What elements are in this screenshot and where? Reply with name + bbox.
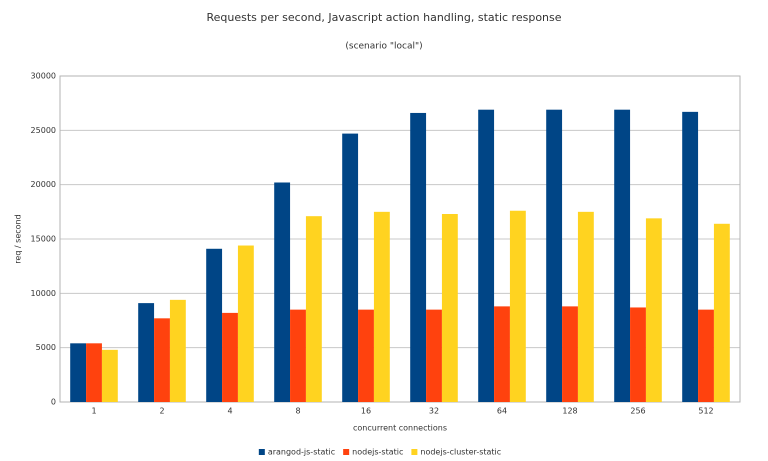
bar: [290, 309, 306, 402]
x-tick-label: 8: [295, 407, 300, 416]
y-tick-label: 5000: [36, 343, 56, 352]
bar: [713, 223, 730, 402]
bar: [342, 133, 359, 403]
chart-title: Requests per second, Javascript action h…: [206, 11, 561, 24]
x-axis-label: concurrent connections: [353, 424, 447, 433]
bar: [426, 309, 442, 402]
bar: [70, 343, 87, 402]
bar: [222, 312, 238, 402]
x-tick-label: 512: [698, 407, 713, 416]
x-tick-label: 32: [429, 407, 439, 416]
bar: [562, 306, 578, 402]
legend-swatch: [343, 449, 350, 455]
bar: [577, 211, 594, 402]
y-tick-label: 20000: [31, 180, 56, 189]
chart-subtitle: (scenario "local"): [345, 42, 422, 52]
y-axis-label: req / second: [14, 214, 23, 263]
bar: [509, 210, 526, 402]
x-tick-label: 64: [497, 407, 507, 416]
bar: [138, 303, 155, 402]
bar: [237, 245, 254, 402]
y-tick-label: 25000: [31, 126, 56, 135]
bar: [206, 248, 223, 402]
bar: [373, 211, 390, 402]
x-tick-label: 128: [562, 407, 577, 416]
legend-swatch: [258, 449, 265, 455]
bar: [682, 111, 699, 403]
bar: [101, 349, 118, 402]
x-tick-label: 1: [91, 407, 96, 416]
bar: [274, 182, 291, 402]
bar: [645, 218, 662, 402]
bar: [169, 299, 186, 402]
bar: [441, 214, 458, 402]
legend-label: arangod-js-static: [268, 448, 335, 457]
bar: [154, 318, 170, 402]
y-tick-label: 30000: [31, 72, 56, 81]
legend-swatch: [411, 449, 418, 455]
y-tick-label: 15000: [31, 235, 56, 244]
legend-label: nodejs-cluster-static: [420, 448, 501, 457]
bar: [305, 216, 322, 402]
x-tick-label: 2: [159, 407, 164, 416]
x-tick-label: 4: [227, 407, 232, 416]
y-tick-label: 10000: [31, 289, 56, 298]
y-tick-label: 0: [51, 398, 56, 407]
bar: [478, 109, 495, 402]
bar: [630, 307, 646, 402]
bar: [698, 309, 714, 402]
bar: [358, 309, 374, 402]
bar: [86, 343, 102, 402]
bar: [410, 112, 427, 403]
plot-frame: [59, 75, 741, 403]
x-tick-label: 256: [630, 407, 645, 416]
x-tick-label: 16: [361, 407, 371, 416]
bar: [614, 109, 631, 402]
legend-label: nodejs-static: [352, 448, 403, 457]
bar: [546, 109, 563, 402]
bar: [494, 306, 510, 402]
